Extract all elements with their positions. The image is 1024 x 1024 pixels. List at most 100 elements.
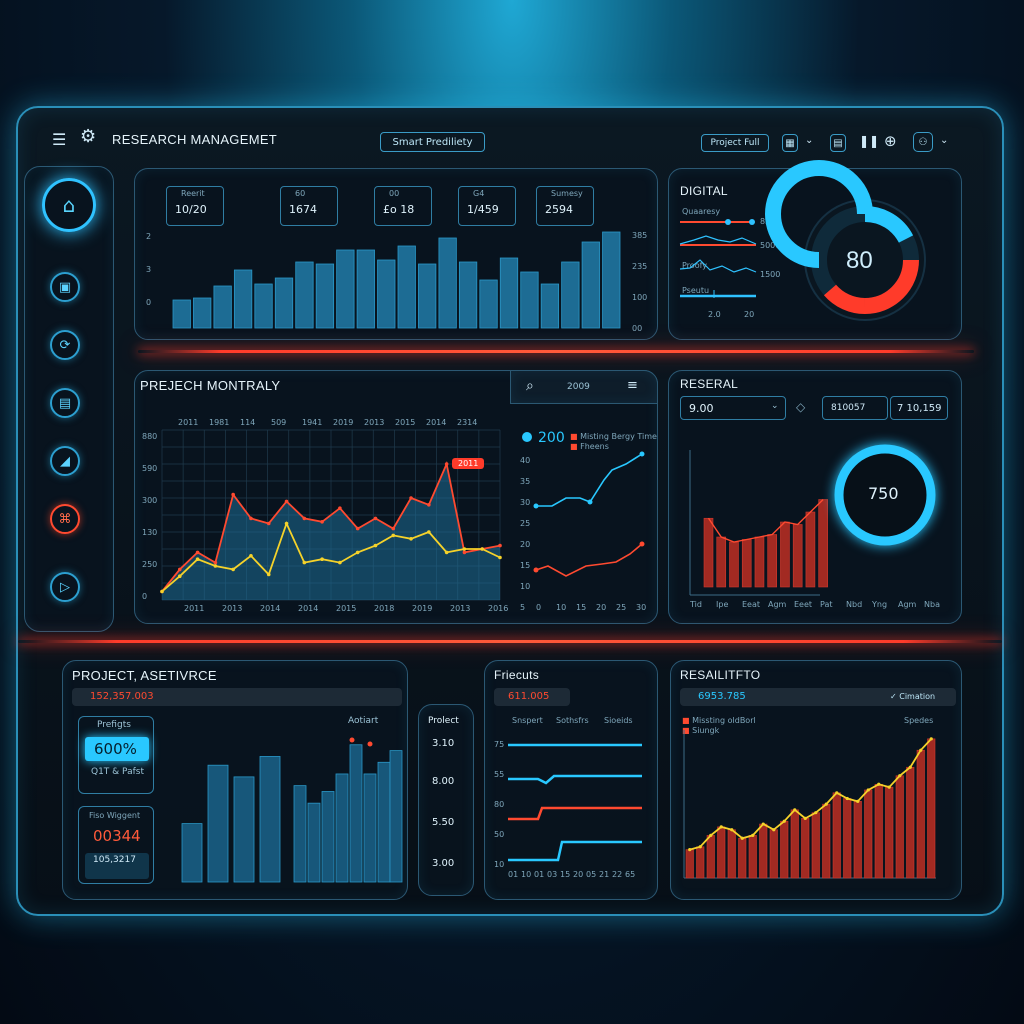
digital-title: DIGITAL xyxy=(680,184,728,198)
pause-icon[interactable]: ❚❚ xyxy=(859,134,880,148)
stat-card-label: 60 xyxy=(295,189,306,198)
data-point xyxy=(338,560,342,565)
bar xyxy=(458,261,478,329)
bar xyxy=(822,803,831,879)
chevron-down-icon[interactable]: ⌄ xyxy=(805,135,814,146)
axis-label: 65 xyxy=(625,870,636,879)
globe-icon[interactable]: ⊕ xyxy=(884,132,897,150)
sidebar-item-document[interactable]: ▤ xyxy=(50,388,80,418)
reserval-select[interactable]: 9.00 ⌄ xyxy=(680,396,786,420)
axis-label: 10 xyxy=(556,603,567,612)
stat-card[interactable]: 60 1674 xyxy=(280,186,338,226)
axis-label: Yng xyxy=(872,600,888,609)
data-point xyxy=(866,788,870,792)
axis-label: 2015 xyxy=(395,418,416,427)
search-tab[interactable]: Smart Prediliety xyxy=(380,132,485,152)
frects-value-bar: 611.005 xyxy=(494,688,570,706)
axis-label: 2013 xyxy=(364,418,385,427)
bar xyxy=(172,299,191,329)
data-point xyxy=(782,819,786,823)
bar xyxy=(602,231,621,329)
monitor-icon: ▣ xyxy=(58,279,72,295)
menu-icon[interactable]: ≡ xyxy=(627,378,638,393)
sidebar-item-home[interactable]: ⌂ xyxy=(42,178,96,232)
reserval-gauge xyxy=(834,444,936,546)
data-point xyxy=(160,589,164,594)
layout-icon[interactable]: ▤ xyxy=(830,134,846,152)
sidebar-item-refresh[interactable]: ⟳ xyxy=(50,330,80,360)
stat-card[interactable]: Reerit 10/20 xyxy=(166,186,224,226)
mini-indicator-icon xyxy=(522,432,532,442)
user-icon[interactable]: ⚇ xyxy=(913,132,933,152)
grid-view-icon[interactable]: ▦ xyxy=(782,134,798,152)
series-line xyxy=(161,461,501,593)
hamburger-menu-icon[interactable]: ☰ xyxy=(52,130,67,149)
sidebar-item-chart[interactable]: ◢ xyxy=(50,446,80,476)
stat-card-value: 1674 xyxy=(289,203,317,216)
data-point xyxy=(709,833,713,837)
project-value: 8.00 xyxy=(432,776,455,787)
search-icon[interactable]: ⌕ xyxy=(526,378,534,394)
reserval-field-a[interactable]: 810057 xyxy=(822,396,888,420)
axis-label: 2014 xyxy=(260,604,281,613)
divider-line xyxy=(18,640,1002,643)
digital-sparklines xyxy=(679,219,757,298)
axis-label: 25 xyxy=(616,603,627,612)
project-full-button[interactable]: Project Full xyxy=(701,134,769,152)
axis-label: 10 xyxy=(521,870,532,879)
axis-label: Agm xyxy=(898,600,917,609)
result-bar-chart xyxy=(683,730,936,879)
sidebar-item-play[interactable]: ▷ xyxy=(50,572,80,602)
reserval-field-b[interactable]: 7 10,159 xyxy=(890,396,948,420)
chevron-down-icon[interactable]: ⌄ xyxy=(940,135,949,146)
bar xyxy=(716,536,727,588)
project-value: 3.10 xyxy=(432,738,455,749)
data-point xyxy=(213,564,218,568)
axis-label: 10 xyxy=(494,860,505,869)
sidebar-item-monitor[interactable]: ▣ xyxy=(50,272,80,302)
data-point xyxy=(195,557,200,561)
stat-card[interactable]: 00 £o 18 xyxy=(374,186,432,226)
stat-card[interactable]: G4 1/459 xyxy=(458,186,516,226)
stat-card[interactable]: Sumesy 2594 xyxy=(536,186,594,226)
result-legend-right: Spedes xyxy=(904,716,934,725)
stat-card-label: G4 xyxy=(473,189,485,198)
bar xyxy=(499,257,519,329)
data-point xyxy=(302,516,307,521)
stat-card-value: 2594 xyxy=(545,203,573,216)
axis-label: Nba xyxy=(924,600,940,609)
data-point xyxy=(231,567,235,572)
data-point xyxy=(856,799,860,803)
data-point xyxy=(409,537,413,541)
axis-label: 2019 xyxy=(412,604,433,613)
axis-label: 2013 xyxy=(222,604,243,613)
divider-line xyxy=(138,350,974,353)
data-point xyxy=(877,782,881,786)
data-point xyxy=(730,828,734,832)
bar xyxy=(213,285,232,329)
digital-row-label: Quaaresy xyxy=(682,207,721,216)
axis-label: 2011 xyxy=(184,604,205,613)
chart-icon: ◢ xyxy=(60,453,70,469)
mini-header xyxy=(510,370,658,404)
trend-line xyxy=(689,738,932,851)
bar xyxy=(315,263,335,329)
data-point xyxy=(444,462,449,466)
bar xyxy=(790,809,799,879)
sidebar-item-alert[interactable]: ⌘ xyxy=(50,504,80,534)
bar xyxy=(717,826,726,879)
axis-label: 0 xyxy=(142,592,148,601)
bar xyxy=(792,524,803,588)
axis-label: Ipe xyxy=(716,600,729,609)
bar xyxy=(259,756,281,883)
data-point xyxy=(688,848,692,852)
data-point xyxy=(373,516,378,521)
axis-label: 40 xyxy=(520,456,531,465)
axis-label: 05 xyxy=(586,870,597,879)
data-point xyxy=(266,521,271,526)
bar xyxy=(193,297,212,329)
mini-year[interactable]: 2009 xyxy=(567,382,590,392)
asset-card-1-value: 600% xyxy=(85,737,149,761)
axis-label: Pat xyxy=(820,600,833,609)
bar xyxy=(811,812,820,879)
